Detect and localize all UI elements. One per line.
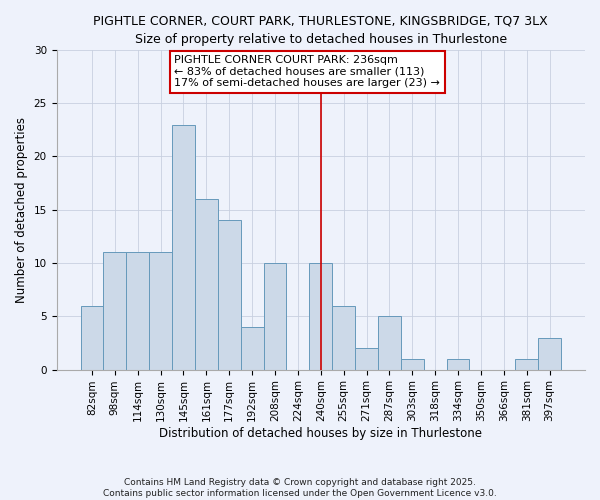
Bar <box>127 252 149 370</box>
Bar <box>218 220 241 370</box>
Bar <box>241 327 263 370</box>
Text: PIGHTLE CORNER COURT PARK: 236sqm
← 83% of detached houses are smaller (113)
17%: PIGHTLE CORNER COURT PARK: 236sqm ← 83% … <box>175 56 440 88</box>
Y-axis label: Number of detached properties: Number of detached properties <box>15 117 28 303</box>
Bar <box>80 306 103 370</box>
Bar <box>310 263 332 370</box>
Bar <box>103 252 127 370</box>
Bar <box>149 252 172 370</box>
Bar <box>332 306 355 370</box>
Bar <box>263 263 286 370</box>
Bar <box>195 199 218 370</box>
Bar <box>446 359 469 370</box>
X-axis label: Distribution of detached houses by size in Thurlestone: Distribution of detached houses by size … <box>159 427 482 440</box>
Bar <box>515 359 538 370</box>
Bar <box>538 338 561 370</box>
Bar <box>172 124 195 370</box>
Bar <box>401 359 424 370</box>
Bar <box>355 348 378 370</box>
Bar <box>378 316 401 370</box>
Title: PIGHTLE CORNER, COURT PARK, THURLESTONE, KINGSBRIDGE, TQ7 3LX
Size of property r: PIGHTLE CORNER, COURT PARK, THURLESTONE,… <box>94 15 548 46</box>
Text: Contains HM Land Registry data © Crown copyright and database right 2025.
Contai: Contains HM Land Registry data © Crown c… <box>103 478 497 498</box>
